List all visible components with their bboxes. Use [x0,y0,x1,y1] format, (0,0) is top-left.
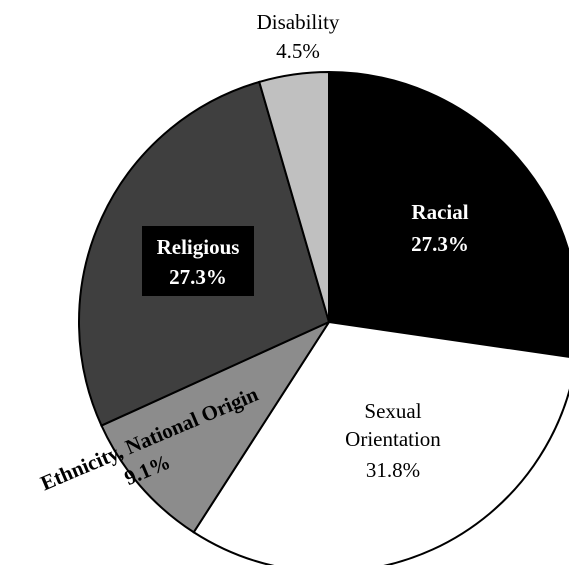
religious-label-box [142,226,254,296]
disability-label: Disability [257,10,340,34]
pie-slices [78,70,569,565]
sexual-orientation-label-line1: Sexual [364,399,421,423]
racial-label: Racial [411,200,468,224]
religious-label: Religious [157,235,240,259]
sexual-orientation-value: 31.8% [366,458,420,482]
slice-racial [328,70,569,358]
slice-disability [258,70,330,323]
slice-sexual-orientation [192,320,569,565]
racial-value: 27.3% [411,232,469,256]
slice-ethnicity-national-origin [100,319,332,534]
sexual-orientation-label-line2: Orientation [345,427,441,451]
religious-value: 27.3% [169,265,227,289]
disability-value: 4.5% [276,39,320,63]
